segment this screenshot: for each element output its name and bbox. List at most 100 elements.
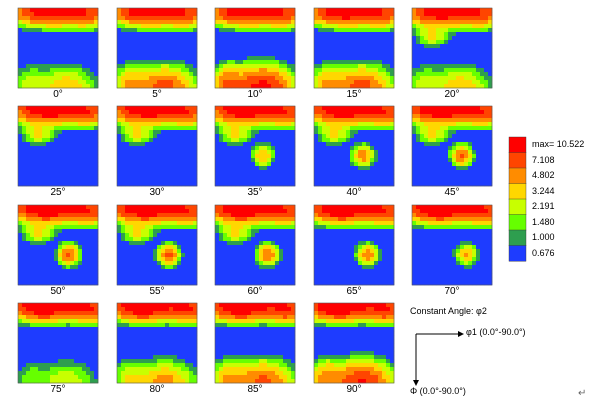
intensity-cell — [223, 229, 228, 234]
intensity-cell — [287, 233, 292, 238]
intensity-cell — [153, 213, 158, 218]
intensity-cell — [117, 76, 122, 81]
intensity-cell — [70, 245, 75, 250]
intensity-cell — [243, 150, 248, 155]
intensity-cell — [440, 44, 445, 49]
intensity-cell — [58, 221, 63, 226]
intensity-cell — [251, 56, 256, 61]
intensity-cell — [58, 261, 63, 266]
intensity-cell — [137, 154, 142, 159]
intensity-cell — [137, 72, 142, 77]
intensity-cell — [70, 170, 75, 175]
intensity-cell — [22, 174, 27, 179]
intensity-cell — [185, 118, 190, 123]
intensity-cell — [219, 237, 224, 242]
intensity-cell — [54, 237, 59, 242]
intensity-cell — [239, 60, 244, 65]
intensity-cell — [338, 134, 343, 139]
intensity-cell — [34, 205, 39, 210]
intensity-cell — [346, 158, 351, 163]
intensity-cell — [137, 265, 142, 270]
intensity-cell — [181, 80, 186, 85]
intensity-cell — [420, 68, 425, 73]
intensity-cell — [251, 24, 256, 29]
intensity-cell — [141, 249, 146, 254]
intensity-cell — [30, 269, 35, 274]
intensity-cell — [448, 106, 453, 111]
intensity-cell — [374, 48, 379, 53]
intensity-cell — [157, 12, 162, 17]
intensity-cell — [456, 52, 461, 57]
intensity-cell — [362, 126, 367, 131]
intensity-cell — [125, 213, 130, 218]
intensity-cell — [378, 80, 383, 85]
intensity-cell — [74, 150, 79, 155]
intensity-cell — [78, 182, 83, 187]
intensity-cell — [173, 20, 178, 25]
intensity-cell — [279, 130, 284, 135]
intensity-cell — [133, 16, 138, 21]
intensity-cell — [137, 213, 142, 218]
intensity-cell — [476, 106, 481, 111]
intensity-cell — [62, 68, 67, 73]
intensity-cell — [318, 182, 323, 187]
intensity-cell — [42, 233, 47, 238]
intensity-cell — [370, 80, 375, 85]
intensity-cell — [58, 16, 63, 21]
intensity-cell — [271, 134, 276, 139]
intensity-cell — [193, 20, 198, 25]
intensity-cell — [86, 146, 91, 151]
intensity-cell — [62, 174, 67, 179]
intensity-cell — [66, 229, 71, 234]
intensity-cell — [267, 44, 272, 49]
intensity-cell — [358, 158, 363, 163]
intensity-cell — [185, 178, 190, 183]
intensity-cell — [137, 80, 142, 85]
intensity-cell — [181, 174, 186, 179]
intensity-cell — [82, 245, 87, 250]
intensity-cell — [350, 72, 355, 77]
intensity-cell — [74, 233, 79, 238]
intensity-cell — [34, 162, 39, 167]
intensity-cell — [18, 24, 23, 29]
intensity-cell — [90, 170, 95, 175]
intensity-cell — [251, 225, 256, 230]
intensity-cell — [480, 150, 485, 155]
intensity-cell — [464, 118, 469, 123]
intensity-cell — [62, 56, 67, 61]
intensity-cell — [346, 36, 351, 41]
intensity-cell — [22, 114, 27, 119]
intensity-cell — [287, 28, 292, 33]
intensity-cell — [291, 122, 296, 127]
intensity-cell — [227, 68, 232, 73]
intensity-cell — [185, 209, 190, 214]
intensity-cell — [58, 245, 63, 250]
intensity-cell — [42, 146, 47, 151]
intensity-cell — [279, 64, 284, 69]
intensity-cell — [342, 16, 347, 21]
intensity-cell — [58, 205, 63, 210]
intensity-cell — [181, 52, 186, 57]
intensity-cell — [464, 114, 469, 119]
intensity-cell — [90, 64, 95, 69]
intensity-cell — [169, 209, 174, 214]
intensity-cell — [70, 122, 75, 127]
intensity-cell — [476, 122, 481, 127]
intensity-cell — [161, 64, 166, 69]
intensity-cell — [70, 261, 75, 266]
intensity-cell — [121, 205, 126, 210]
intensity-cell — [74, 154, 79, 159]
intensity-cell — [235, 233, 240, 238]
intensity-cell — [185, 241, 190, 246]
intensity-cell — [149, 233, 154, 238]
intensity-cell — [390, 12, 395, 17]
intensity-cell — [74, 281, 79, 286]
intensity-cell — [472, 64, 477, 69]
intensity-cell — [58, 80, 63, 85]
intensity-cell — [424, 122, 429, 127]
intensity-cell — [271, 56, 276, 61]
intensity-cell — [94, 138, 99, 143]
intensity-cell — [121, 60, 126, 65]
intensity-cell — [117, 32, 122, 37]
intensity-cell — [74, 80, 79, 85]
